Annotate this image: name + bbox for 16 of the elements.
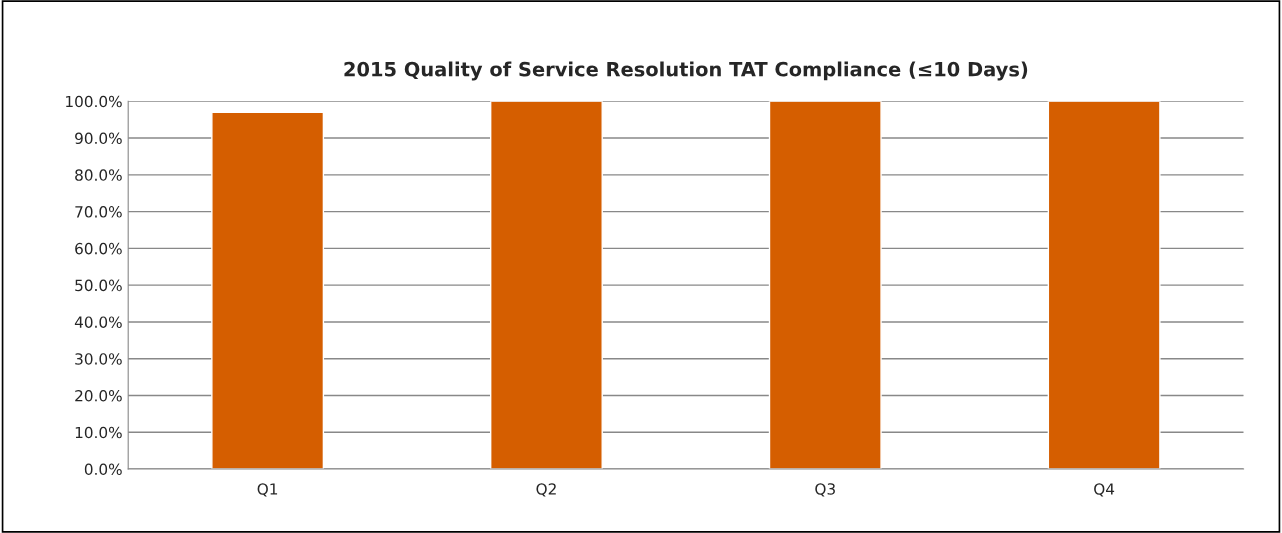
y-tick-label: 20.0%	[75, 389, 122, 402]
y-tick-label: 100.0%	[66, 95, 122, 108]
y-tick-label: 30.0%	[75, 353, 122, 365]
y-tick-label: 0.0%	[84, 463, 122, 476]
x-tick-label: Q3	[815, 483, 835, 497]
x-tick-label: Q2	[536, 483, 556, 497]
x-tick-label: Q1	[257, 483, 278, 497]
y-tick-label: 80.0%	[75, 169, 122, 181]
y-tick-label: 70.0%	[75, 206, 122, 218]
y-tick-label: 50.0%	[75, 279, 122, 292]
x-tick-label: Q4	[1094, 483, 1115, 497]
y-tick-label: 60.0%	[75, 242, 122, 255]
y-tick-label: 10.0%	[75, 426, 122, 439]
chart-title: 2015 Quality of Service Resolution TAT Compliance (≤10 Days)	[344, 61, 1028, 81]
y-tick-label: 40.0%	[74, 316, 122, 328]
y-tick-label: 90.0%	[75, 132, 122, 145]
